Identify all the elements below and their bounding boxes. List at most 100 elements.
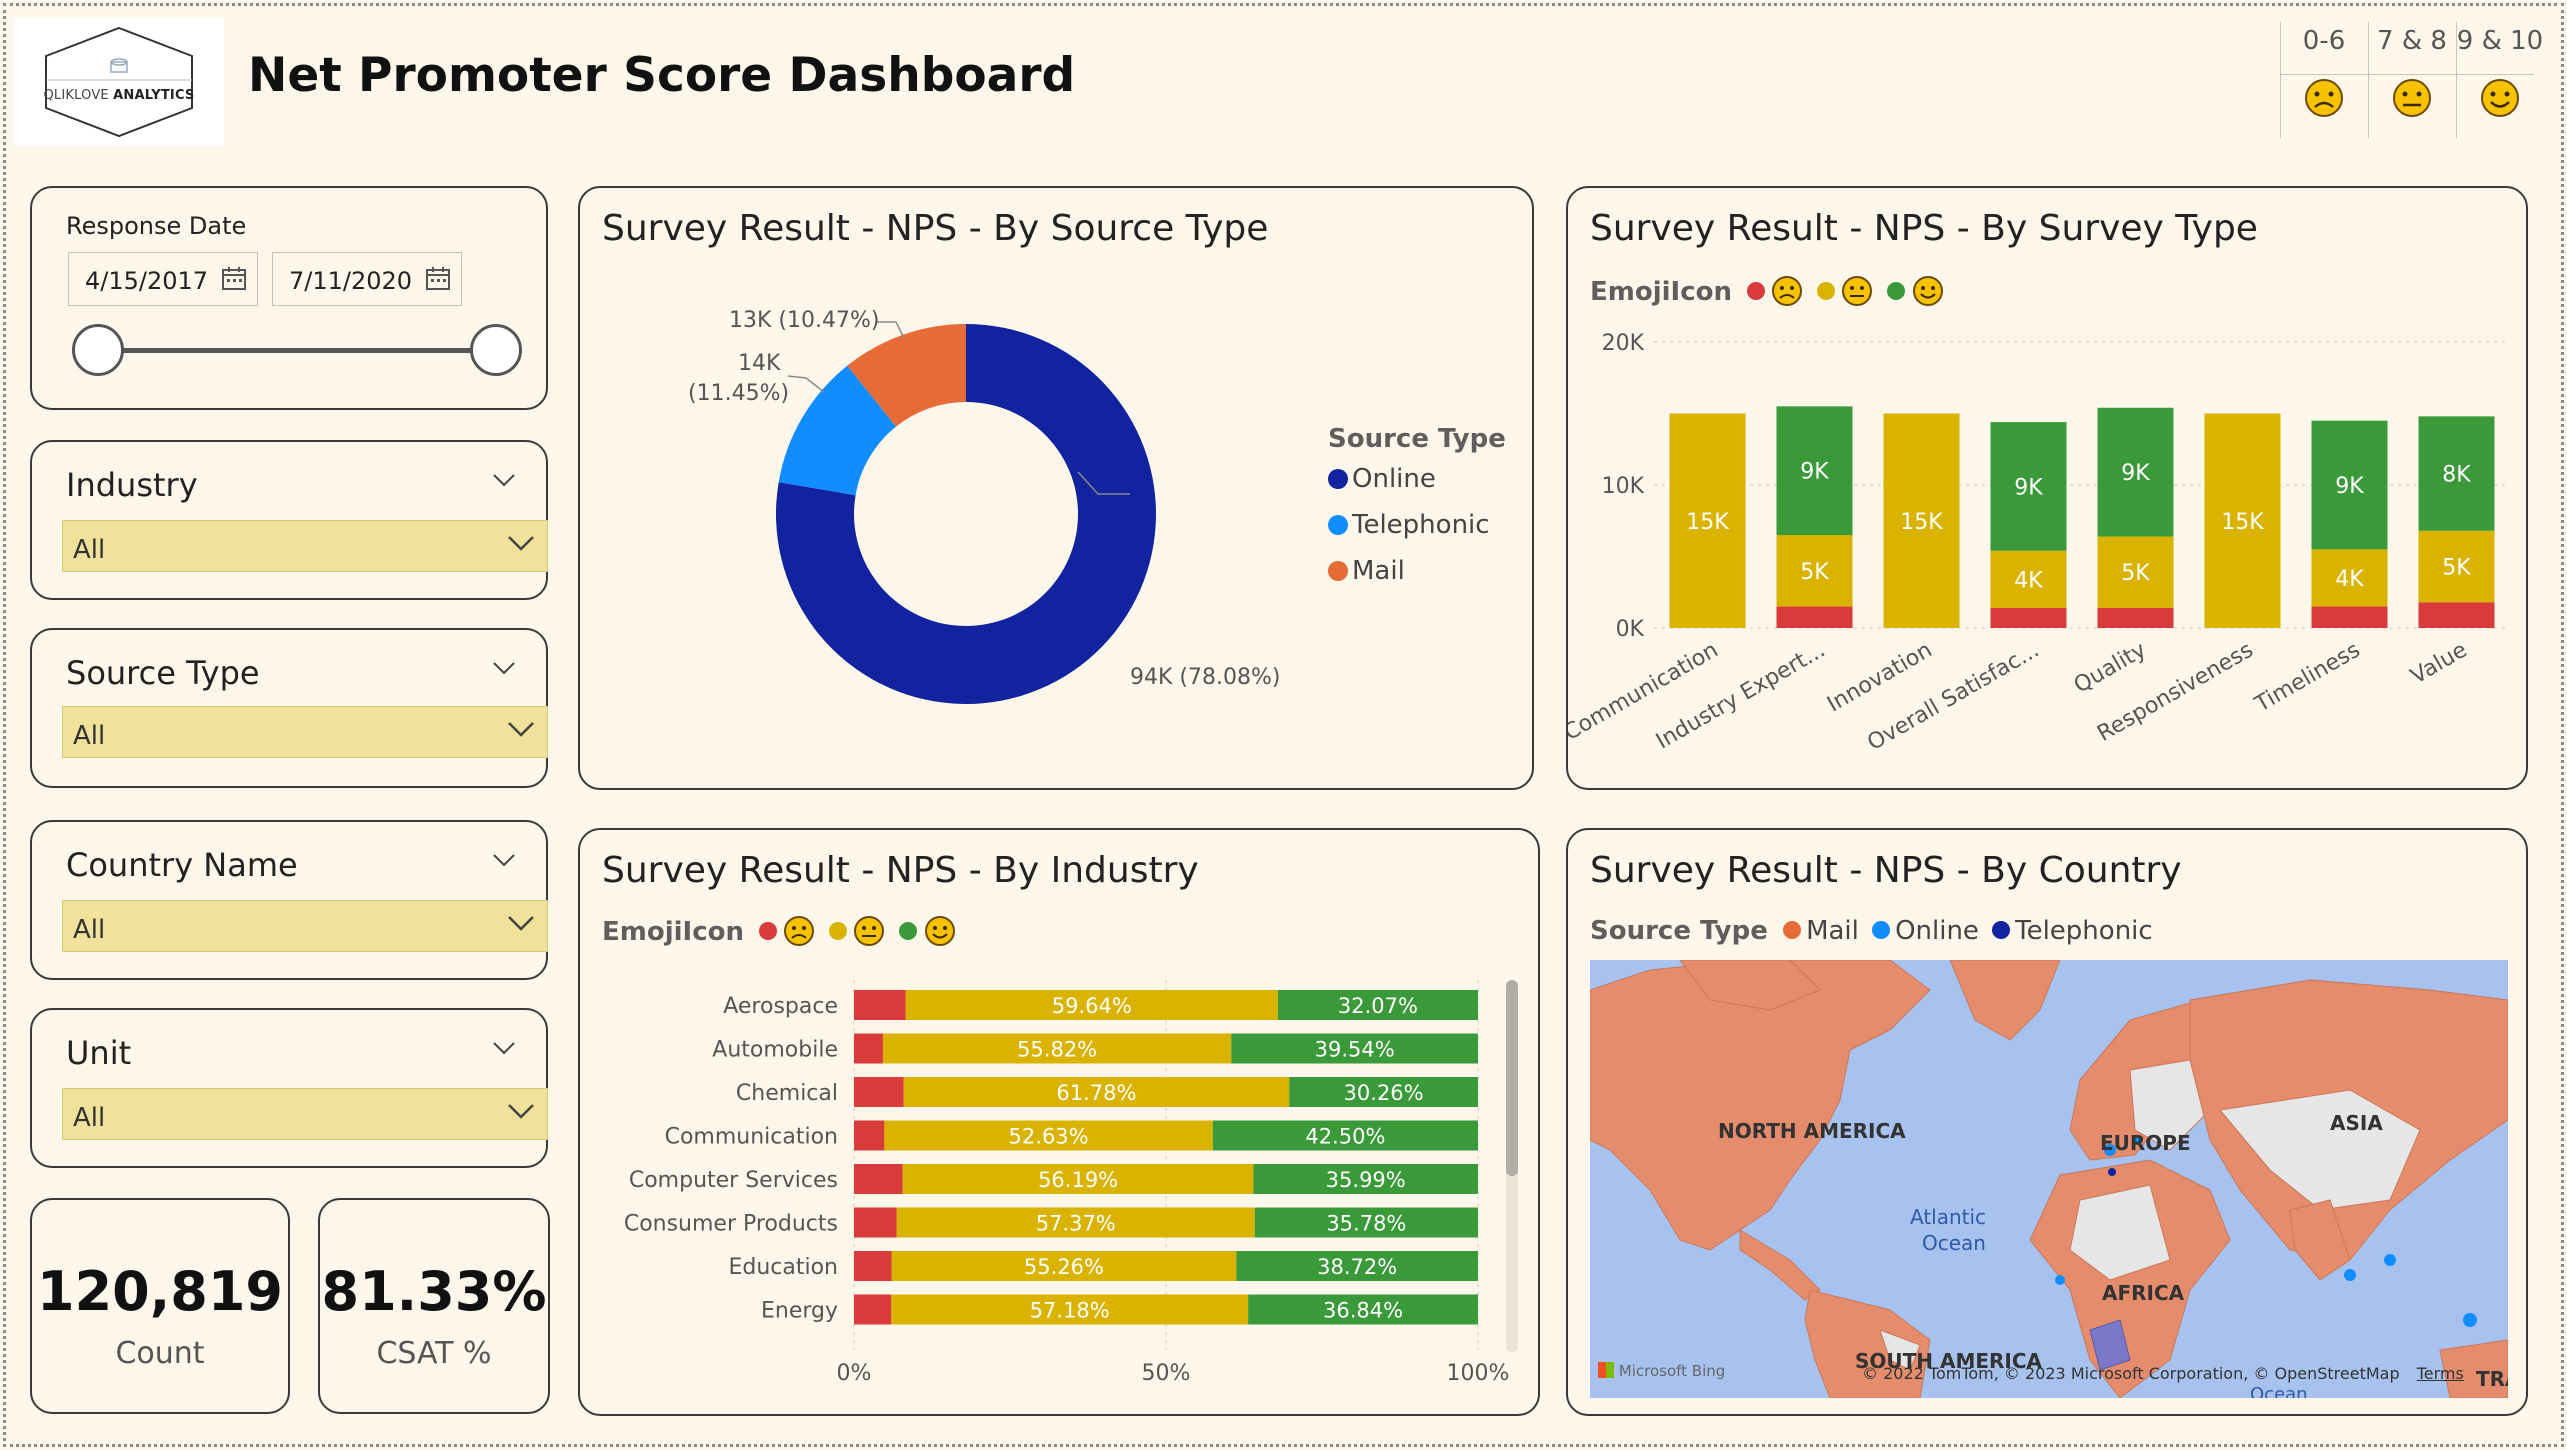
- industry-bar-segment[interactable]: [884, 1120, 1213, 1151]
- legend-item-telephonic[interactable]: Telephonic: [1328, 510, 1506, 540]
- end-date-input[interactable]: 7/11/2020: [272, 252, 462, 306]
- unit-dropdown[interactable]: All: [62, 1088, 548, 1140]
- survey-bar-segment[interactable]: [1990, 607, 2067, 628]
- legend-item-mail[interactable]: Mail: [1328, 556, 1506, 586]
- date-range-track[interactable]: [98, 348, 480, 353]
- industry-bar-segment[interactable]: [902, 1164, 1254, 1194]
- survey-bar-segment[interactable]: [1776, 406, 1853, 536]
- industry-bar-segment[interactable]: [896, 1207, 1255, 1238]
- legend-dot-telephonic[interactable]: [1992, 921, 2011, 939]
- legend-label-mail[interactable]: Mail: [1806, 916, 1859, 946]
- map-copyright-text[interactable]: © 2022 TomTom, © 2023 Microsoft Corporat…: [1862, 1364, 2400, 1383]
- industry-bar-segment[interactable]: [854, 1207, 897, 1238]
- survey-bar-segment[interactable]: [2097, 536, 2174, 608]
- industry-bar-segment[interactable]: [1212, 1120, 1478, 1151]
- chevron-down-icon[interactable]: [507, 1101, 535, 1121]
- legend-dot-passive[interactable]: [1817, 282, 1836, 300]
- donut-slice-telephonic[interactable]: [778, 365, 897, 496]
- legend-label-online[interactable]: Online: [1895, 916, 1979, 946]
- survey-bar-segment[interactable]: [2311, 549, 2388, 607]
- legend-dot-online[interactable]: [1871, 921, 1890, 939]
- industry-bar-segment[interactable]: [905, 990, 1278, 1020]
- unit-slicer: Unit All: [30, 1008, 548, 1168]
- industry-bar-segment[interactable]: [1277, 990, 1478, 1020]
- calendar-icon[interactable]: [425, 265, 451, 291]
- industry-legend: EmojiIcon: [602, 914, 957, 948]
- source-type-dropdown[interactable]: All: [62, 706, 548, 758]
- survey-bar-segment[interactable]: [2418, 602, 2495, 628]
- industry-bar-segment[interactable]: [854, 1251, 892, 1281]
- industry-bar-segment[interactable]: [891, 1251, 1237, 1281]
- industry-dropdown[interactable]: All: [62, 520, 548, 572]
- industry-bar-segment[interactable]: [854, 1294, 892, 1325]
- legend-dot-promoter[interactable]: [899, 922, 918, 940]
- industry-bar-segment[interactable]: [1231, 1033, 1478, 1064]
- neutral-face-icon[interactable]: [852, 914, 886, 948]
- sad-face-icon[interactable]: [1770, 274, 1804, 308]
- chevron-down-icon[interactable]: [492, 1040, 516, 1056]
- survey-bar-segment[interactable]: [1776, 535, 1853, 607]
- survey-bar-segment[interactable]: [2311, 606, 2388, 628]
- map-label-north-america: NORTH AMERICA: [1718, 1119, 1906, 1143]
- happy-face-icon: [2481, 79, 2519, 117]
- industry-bar-segment[interactable]: [891, 1294, 1249, 1325]
- date-range-start-handle[interactable]: [72, 324, 124, 376]
- survey-bar-segment[interactable]: [2097, 607, 2174, 628]
- legend-label-telephonic[interactable]: Telephonic: [2015, 916, 2153, 946]
- legend-dot-passive[interactable]: [829, 922, 848, 940]
- country-name-dropdown[interactable]: All: [62, 900, 548, 952]
- survey-bar-segment[interactable]: [2311, 420, 2388, 550]
- happy-face-icon[interactable]: [1911, 274, 1945, 308]
- donut-slice-online[interactable]: [776, 324, 1156, 704]
- industry-bar-segment[interactable]: [903, 1077, 1290, 1107]
- calendar-icon[interactable]: [221, 265, 247, 291]
- industry-bar-label: 59.64%: [1052, 994, 1132, 1018]
- start-date-input[interactable]: 4/15/2017: [68, 252, 258, 306]
- date-range-end-handle[interactable]: [470, 324, 522, 376]
- survey-bar-segment[interactable]: [2418, 530, 2495, 603]
- legend-dot-promoter[interactable]: [1887, 282, 1906, 300]
- survey-bar-segment[interactable]: [1669, 413, 1746, 629]
- industry-bar-segment[interactable]: [1248, 1294, 1478, 1325]
- chevron-down-icon[interactable]: [507, 913, 535, 933]
- chevron-down-icon[interactable]: [492, 852, 516, 868]
- industry-bar-segment[interactable]: [1253, 1164, 1478, 1194]
- industry-bar-segment[interactable]: [854, 1164, 903, 1194]
- legend-dot-mail[interactable]: [1782, 921, 1801, 939]
- survey-bar-segment[interactable]: [2418, 416, 2495, 531]
- industry-bar-segment[interactable]: [1236, 1251, 1478, 1281]
- legend-dot-detractor[interactable]: [759, 922, 778, 940]
- industry-scrollbar-track[interactable]: [1506, 980, 1518, 1352]
- industry-bar-segment[interactable]: [854, 1077, 904, 1107]
- legend-promoter: 9 & 10: [2456, 22, 2544, 138]
- survey-bar-segment[interactable]: [2097, 407, 2174, 537]
- happy-face-icon[interactable]: [923, 914, 957, 948]
- donut-slice-mail[interactable]: [847, 324, 966, 427]
- world-map[interactable]: NORTH AMERICA EUROPE ASIA Atlantic Ocean…: [1590, 960, 2508, 1398]
- survey-bar-segment[interactable]: [1990, 550, 2067, 608]
- neutral-face-icon[interactable]: [1840, 274, 1874, 308]
- industry-bar-segment[interactable]: [854, 1033, 883, 1064]
- map-label-south-america: SOUTH AMERICA: [1855, 1349, 2043, 1373]
- industry-scrollbar-thumb[interactable]: [1506, 980, 1518, 1176]
- industry-bar-segment[interactable]: [854, 990, 906, 1020]
- legend-dot-detractor[interactable]: [1747, 282, 1766, 300]
- chevron-down-icon[interactable]: [492, 472, 516, 488]
- survey-bar-segment[interactable]: [1990, 422, 2067, 551]
- survey-bar-segment[interactable]: [2204, 413, 2281, 629]
- industry-row-label: Aerospace: [723, 994, 838, 1019]
- map-terms-link[interactable]: Terms: [2416, 1364, 2464, 1383]
- industry-bar-segment[interactable]: [1289, 1077, 1478, 1107]
- industry-bar-segment[interactable]: [882, 1033, 1232, 1064]
- chevron-down-icon[interactable]: [507, 719, 535, 739]
- sad-face-icon[interactable]: [782, 914, 816, 948]
- chevron-down-icon[interactable]: [507, 533, 535, 553]
- legend-passive: 7 & 8: [2368, 22, 2456, 138]
- legend-item-online[interactable]: Online: [1328, 464, 1506, 494]
- industry-bar-segment[interactable]: [854, 1120, 885, 1151]
- industry-bar-segment[interactable]: [1254, 1207, 1478, 1238]
- survey-bar-segment[interactable]: [1776, 606, 1853, 628]
- industry-row-label: Education: [728, 1255, 838, 1280]
- chevron-down-icon[interactable]: [492, 660, 516, 676]
- survey-bar-segment[interactable]: [1883, 413, 1960, 629]
